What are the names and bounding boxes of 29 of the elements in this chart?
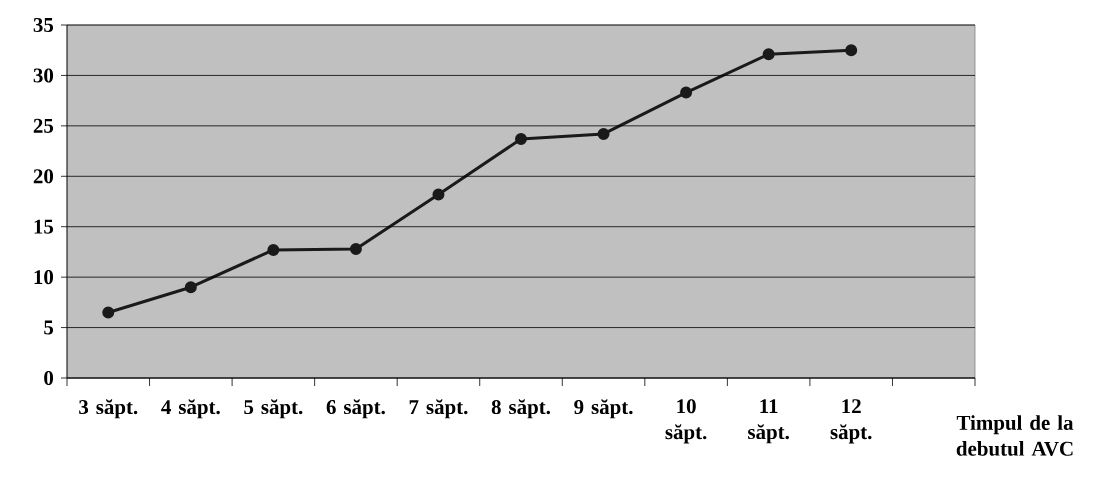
- x-tick-label: 12 săpt.: [830, 399, 872, 444]
- point: [267, 243, 280, 256]
- y-tick-label: 0: [44, 370, 54, 386]
- x-tick-label: 7 săpt.: [409, 399, 468, 419]
- point: [762, 48, 775, 61]
- y-tick-label: 30: [33, 68, 54, 83]
- point: [845, 44, 858, 57]
- x-tick-label: 11 săpt.: [748, 399, 789, 444]
- point: [680, 86, 693, 99]
- x-tick-label: 5 săpt.: [244, 399, 303, 419]
- point: [597, 127, 610, 140]
- x-tick-label: 6 săpt.: [326, 399, 385, 419]
- point: [432, 188, 445, 201]
- x-tick-label: 10 săpt.: [665, 399, 707, 444]
- x-tick-label: 8 săpt.: [491, 399, 551, 419]
- y-tick-label: 15: [34, 219, 54, 234]
- point: [349, 242, 362, 255]
- point: [515, 132, 527, 145]
- point: [184, 281, 197, 294]
- y-tick-label: 20: [33, 169, 54, 184]
- x-tick-label: 9 săpt.: [574, 399, 633, 419]
- y-tick-label: 10: [34, 270, 54, 285]
- point: [102, 306, 115, 319]
- x-axis-title: Timpul de la debutul AVC: [956, 415, 1074, 456]
- y-tick-label: 35: [33, 17, 54, 33]
- y-tick-label: 5: [44, 320, 54, 335]
- x-tick-label: 3 săpt.: [79, 399, 138, 419]
- y-tick-label: 25: [33, 118, 54, 133]
- x-tick-label: 4 săpt.: [161, 399, 220, 419]
